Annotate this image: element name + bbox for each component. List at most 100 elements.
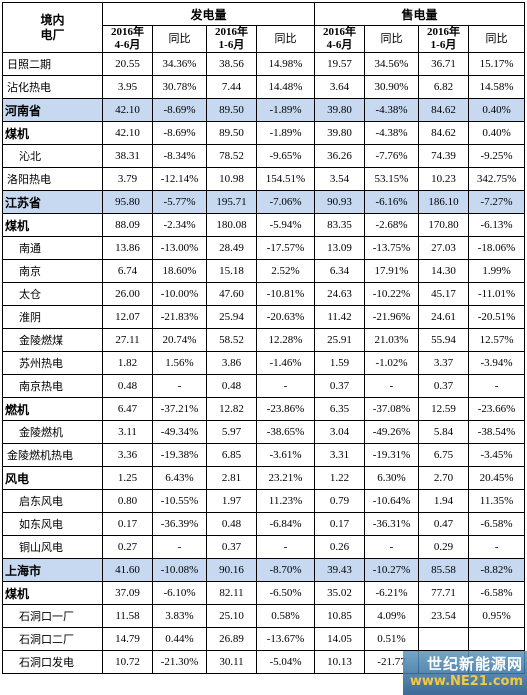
value-cell: -5.04% xyxy=(255,650,316,674)
value-cell: 26.00 xyxy=(102,282,153,306)
value-cell: -8.69% xyxy=(152,121,207,145)
value-cell: 1.99% xyxy=(468,259,526,283)
value-cell: -38.65% xyxy=(255,420,316,444)
value-cell: 6.85 xyxy=(206,443,257,467)
value-cell: -6.16% xyxy=(364,190,420,214)
value-cell: 5.97 xyxy=(206,420,257,444)
row-name-cell: 上海市 xyxy=(2,558,103,582)
value-cell: -13.00% xyxy=(152,236,207,260)
value-cell: 30.90% xyxy=(364,75,420,99)
value-cell: 6.82 xyxy=(418,75,470,99)
value-cell: -13.67% xyxy=(255,627,316,651)
value-cell: 6.34 xyxy=(314,259,366,283)
value-cell: 1.97 xyxy=(206,489,257,513)
value-cell: 3.31 xyxy=(314,443,366,467)
value-cell: 2.52% xyxy=(255,259,316,283)
value-cell: 45.17 xyxy=(418,282,470,306)
table-row: 石洞口二厂 14.79 0.44% 26.89 -13.67% 14.05 0.51% xyxy=(2,627,526,651)
header-sub: 2016年 1-6月 xyxy=(206,25,257,53)
value-cell: -10.55% xyxy=(152,489,207,513)
row-name-cell: 苏州热电 xyxy=(2,351,103,375)
value-cell: 84.62 xyxy=(418,121,470,145)
value-cell: 0.58% xyxy=(255,604,316,628)
table-row: 沾化热电 3.95 30.78% 7.44 14.48% 3.64 30.90% 6.82 14… xyxy=(2,75,526,99)
value-cell: 1.59 xyxy=(314,351,366,375)
value-cell: 3.83% xyxy=(152,604,207,628)
value-cell: 0.48 xyxy=(102,374,153,398)
value-cell: -9.65% xyxy=(255,144,316,168)
value-cell: 38.31 xyxy=(102,144,153,168)
value-cell: -6.10% xyxy=(152,581,207,605)
value-cell: -37.08% xyxy=(364,397,420,421)
value-cell: 18.60% xyxy=(152,259,207,283)
value-cell: -8.82% xyxy=(468,558,526,582)
table-row: 启东风电 0.80 -10.55% 1.97 11.23% 0.79 -10.64% 1.94… xyxy=(2,489,526,513)
header-sales: 售电量 xyxy=(314,2,526,26)
table-row: 苏州热电 1.82 1.56% 3.86 -1.46% 1.59 -1.02% 3.37 -3.… xyxy=(2,351,526,375)
value-cell: 20.74% xyxy=(152,328,207,352)
value-cell: 58.52 xyxy=(206,328,257,352)
value-cell: 24.61 xyxy=(418,305,470,329)
value-cell: 14.05 xyxy=(314,627,366,651)
value-cell: -1.89% xyxy=(255,121,316,145)
value-cell: -21.96% xyxy=(364,305,420,329)
value-cell: 195.71 xyxy=(206,190,257,214)
value-cell: -21.83% xyxy=(152,305,207,329)
table-row: 沁北 38.31 -8.34% 78.52 -9.65% 36.26 -7.76% 74.39… xyxy=(2,144,526,168)
row-name-cell: 河南省 xyxy=(2,98,103,122)
row-name-cell: 沁北 xyxy=(2,144,103,168)
value-cell: 0.17 xyxy=(314,512,366,536)
value-cell: -3.61% xyxy=(255,443,316,467)
value-cell: 36.71 xyxy=(418,52,470,76)
value-cell: 12.82 xyxy=(206,397,257,421)
value-cell: -10.81% xyxy=(255,282,316,306)
value-cell: 20.55 xyxy=(102,52,153,76)
value-cell: 27.11 xyxy=(102,328,153,352)
header-sub: 同比 xyxy=(152,25,207,53)
value-cell: 0.51% xyxy=(364,627,420,651)
value-cell: -11.01% xyxy=(468,282,526,306)
value-cell: 13.86 xyxy=(102,236,153,260)
value-cell: 89.50 xyxy=(206,121,257,145)
header-sub-label: 2016年 4-6月 xyxy=(111,26,144,52)
value-cell: -17.57% xyxy=(255,236,316,260)
value-cell: - xyxy=(152,535,207,559)
value-cell: -5.94% xyxy=(255,213,316,237)
header-sub: 2016年 4-6月 xyxy=(314,25,366,53)
value-cell: 30.11 xyxy=(206,650,257,674)
value-cell: -49.34% xyxy=(152,420,207,444)
value-cell: 15.18 xyxy=(206,259,257,283)
header-corner-label: 境内 电厂 xyxy=(40,12,65,42)
row-name-cell: 风电 xyxy=(2,466,103,490)
value-cell: 0.37 xyxy=(314,374,366,398)
value-cell: 12.07 xyxy=(102,305,153,329)
value-cell: 39.43 xyxy=(314,558,366,582)
value-cell: - xyxy=(255,535,316,559)
value-cell: -2.68% xyxy=(364,213,420,237)
row-name-cell: 石洞口二厂 xyxy=(2,627,103,651)
value-cell: 28.49 xyxy=(206,236,257,260)
row-name-cell: 南京 xyxy=(2,259,103,283)
value-cell: 3.86 xyxy=(206,351,257,375)
value-cell: -8.34% xyxy=(152,144,207,168)
header-sub: 同比 xyxy=(468,25,526,53)
value-cell: 3.04 xyxy=(314,420,366,444)
value-cell: -5.77% xyxy=(152,190,207,214)
value-cell: 1.56% xyxy=(152,351,207,375)
value-cell: 95.80 xyxy=(102,190,153,214)
value-cell: -2.34% xyxy=(152,213,207,237)
value-cell: 0.29 xyxy=(418,535,470,559)
table-row: 南通 13.86 -13.00% 28.49 -17.57% 13.09 -13.75% 27… xyxy=(2,236,526,260)
value-cell: -23.86% xyxy=(255,397,316,421)
value-cell: - xyxy=(468,535,526,559)
watermark-title: 世纪新能源网 xyxy=(426,655,523,673)
value-cell: 3.79 xyxy=(102,167,153,191)
value-cell: 38.56 xyxy=(206,52,257,76)
value-cell: 3.11 xyxy=(102,420,153,444)
value-cell xyxy=(418,627,470,651)
row-name-cell: 燃机 xyxy=(2,397,103,421)
value-cell: 11.42 xyxy=(314,305,366,329)
value-cell: -6.58% xyxy=(468,512,526,536)
value-cell: 6.35 xyxy=(314,397,366,421)
header-sub: 同比 xyxy=(364,25,420,53)
